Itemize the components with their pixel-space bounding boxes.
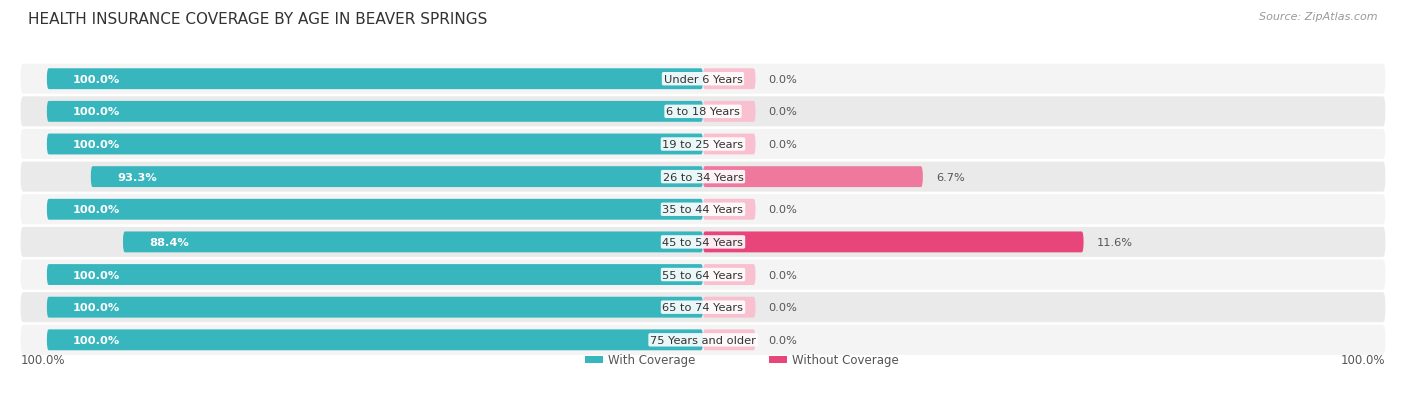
Text: 93.3%: 93.3% (117, 172, 157, 182)
Text: 100.0%: 100.0% (73, 270, 121, 280)
FancyBboxPatch shape (122, 232, 703, 253)
Text: 75 Years and older: 75 Years and older (650, 335, 756, 345)
Text: 55 to 64 Years: 55 to 64 Years (662, 270, 744, 280)
FancyBboxPatch shape (21, 130, 1385, 159)
Text: 65 to 74 Years: 65 to 74 Years (662, 302, 744, 312)
FancyBboxPatch shape (46, 134, 703, 155)
Text: 0.0%: 0.0% (769, 107, 797, 117)
FancyBboxPatch shape (703, 69, 755, 90)
FancyBboxPatch shape (703, 199, 755, 220)
FancyBboxPatch shape (703, 297, 755, 318)
Text: 100.0%: 100.0% (73, 107, 121, 117)
Text: Without Coverage: Without Coverage (792, 353, 898, 366)
Text: 19 to 25 Years: 19 to 25 Years (662, 140, 744, 150)
FancyBboxPatch shape (21, 227, 1385, 257)
Text: 0.0%: 0.0% (769, 335, 797, 345)
Text: 0.0%: 0.0% (769, 74, 797, 85)
FancyBboxPatch shape (46, 297, 703, 318)
FancyBboxPatch shape (703, 167, 922, 188)
Text: 100.0%: 100.0% (21, 353, 65, 366)
FancyBboxPatch shape (703, 232, 1084, 253)
FancyBboxPatch shape (21, 325, 1385, 355)
Text: 100.0%: 100.0% (73, 205, 121, 215)
Text: Under 6 Years: Under 6 Years (664, 74, 742, 85)
Text: 6.7%: 6.7% (936, 172, 965, 182)
Text: 45 to 54 Years: 45 to 54 Years (662, 237, 744, 247)
FancyBboxPatch shape (46, 69, 703, 90)
Text: 26 to 34 Years: 26 to 34 Years (662, 172, 744, 182)
Text: 88.4%: 88.4% (149, 237, 188, 247)
Text: HEALTH INSURANCE COVERAGE BY AGE IN BEAVER SPRINGS: HEALTH INSURANCE COVERAGE BY AGE IN BEAV… (28, 12, 488, 27)
FancyBboxPatch shape (703, 264, 755, 285)
FancyBboxPatch shape (21, 64, 1385, 95)
Text: 0.0%: 0.0% (769, 302, 797, 312)
Text: 100.0%: 100.0% (73, 140, 121, 150)
Text: 35 to 44 Years: 35 to 44 Years (662, 205, 744, 215)
FancyBboxPatch shape (46, 264, 703, 285)
Text: 0.0%: 0.0% (769, 205, 797, 215)
Text: Source: ZipAtlas.com: Source: ZipAtlas.com (1260, 12, 1378, 22)
FancyBboxPatch shape (91, 167, 703, 188)
FancyBboxPatch shape (585, 356, 603, 363)
FancyBboxPatch shape (46, 199, 703, 220)
FancyBboxPatch shape (21, 195, 1385, 225)
FancyBboxPatch shape (46, 102, 703, 123)
FancyBboxPatch shape (703, 330, 755, 350)
Text: 6 to 18 Years: 6 to 18 Years (666, 107, 740, 117)
Text: 0.0%: 0.0% (769, 140, 797, 150)
Text: 100.0%: 100.0% (73, 335, 121, 345)
FancyBboxPatch shape (21, 97, 1385, 127)
Text: With Coverage: With Coverage (607, 353, 695, 366)
Text: 11.6%: 11.6% (1097, 237, 1133, 247)
FancyBboxPatch shape (46, 330, 703, 350)
FancyBboxPatch shape (21, 162, 1385, 192)
Text: 100.0%: 100.0% (73, 302, 121, 312)
FancyBboxPatch shape (21, 292, 1385, 323)
Text: 100.0%: 100.0% (1341, 353, 1385, 366)
Text: 0.0%: 0.0% (769, 270, 797, 280)
FancyBboxPatch shape (769, 356, 787, 363)
Text: 100.0%: 100.0% (73, 74, 121, 85)
FancyBboxPatch shape (703, 102, 755, 123)
FancyBboxPatch shape (21, 260, 1385, 290)
FancyBboxPatch shape (703, 134, 755, 155)
